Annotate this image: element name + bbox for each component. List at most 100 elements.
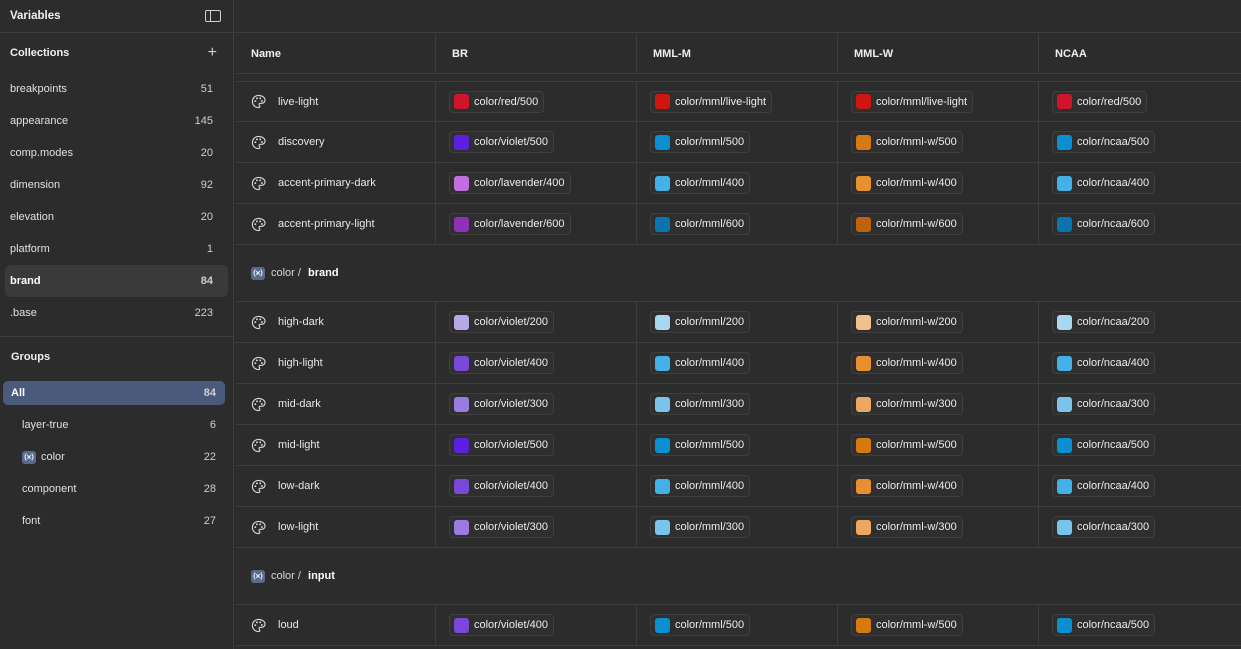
variable-name-cell[interactable]: discovery: [235, 122, 436, 162]
column-header-name[interactable]: Name: [235, 34, 436, 73]
table-row[interactable]: mid-light color/violet/500 color/mml/500 co…: [235, 425, 1241, 466]
color-alias-chip[interactable]: color/mml/live-light: [851, 90, 974, 113]
color-alias-chip[interactable]: color/mml/500: [650, 614, 751, 636]
variable-name-cell[interactable]: live-light: [235, 82, 436, 121]
value-cell-mml-w[interactable]: color/mml-w/500: [838, 425, 1039, 465]
toggle-sidebar-icon[interactable]: [205, 10, 221, 22]
value-cell-ncaa[interactable]: color/ncaa/300: [1039, 507, 1241, 547]
color-alias-chip[interactable]: color/violet/500: [449, 434, 554, 456]
value-cell-mml-w[interactable]: color/mml-w/400: [838, 163, 1039, 203]
color-alias-chip[interactable]: color/ncaa/200: [1052, 311, 1156, 333]
value-cell-br[interactable]: color/lavender/600: [436, 204, 637, 244]
variable-name-cell[interactable]: low-dark: [235, 466, 436, 506]
color-alias-chip[interactable]: color/mml/live-light: [650, 90, 773, 113]
color-alias-chip[interactable]: color/mml/500: [650, 131, 751, 153]
color-alias-chip[interactable]: color/ncaa/400: [1052, 172, 1156, 194]
color-alias-chip[interactable]: color/mml/400: [650, 352, 751, 374]
value-cell-ncaa[interactable]: color/ncaa/200: [1039, 302, 1241, 342]
value-cell-br[interactable]: color/violet/500: [436, 425, 637, 465]
variable-name-cell[interactable]: loud: [235, 605, 436, 645]
color-alias-chip[interactable]: color/mml/400: [650, 475, 751, 497]
value-cell-ncaa[interactable]: color/red/500: [1039, 82, 1241, 121]
color-alias-chip[interactable]: color/lavender/600: [449, 213, 571, 235]
value-cell-br[interactable]: color/red/500: [436, 82, 637, 121]
value-cell-ncaa[interactable]: color/ncaa/400: [1039, 466, 1241, 506]
variable-name-cell[interactable]: high-dark: [235, 302, 436, 342]
value-cell-mml-m[interactable]: color/mml/live-light: [637, 82, 838, 121]
color-alias-chip[interactable]: color/violet/200: [449, 311, 554, 333]
value-cell-ncaa[interactable]: color/ncaa/300: [1039, 384, 1241, 424]
value-cell-ncaa[interactable]: color/ncaa/400: [1039, 343, 1241, 383]
value-cell-mml-m[interactable]: color/mml/300: [637, 507, 838, 547]
collection-item-compmodes[interactable]: comp.modes 20: [0, 137, 228, 169]
group-item-component[interactable]: component 28: [3, 473, 225, 505]
color-alias-chip[interactable]: color/violet/400: [449, 475, 554, 497]
value-cell-br[interactable]: color/violet/300: [436, 384, 637, 424]
value-cell-mml-w[interactable]: color/mml-w/400: [838, 466, 1039, 506]
color-alias-chip[interactable]: color/mml-w/500: [851, 614, 963, 636]
value-cell-mml-w[interactable]: color/mml-w/500: [838, 122, 1039, 162]
color-alias-chip[interactable]: color/ncaa/500: [1052, 614, 1156, 636]
group-item-layer-true[interactable]: layer-true 6: [3, 409, 225, 441]
value-cell-mml-m[interactable]: color/mml/400: [637, 163, 838, 203]
table-row[interactable]: loud color/violet/400 color/mml/500 color/m…: [235, 605, 1241, 646]
value-cell-br[interactable]: color/violet/400: [436, 343, 637, 383]
color-alias-chip[interactable]: color/violet/300: [449, 516, 554, 538]
value-cell-mml-w[interactable]: color/mml-w/200: [838, 302, 1039, 342]
table-row[interactable]: low-light color/violet/300 color/mml/300 co…: [235, 507, 1241, 548]
color-alias-chip[interactable]: color/mml/400: [650, 172, 751, 194]
group-item-color[interactable]: color 22: [3, 441, 225, 473]
group-item-font[interactable]: font 27: [3, 505, 225, 537]
color-alias-chip[interactable]: color/ncaa/400: [1052, 475, 1156, 497]
color-alias-chip[interactable]: color/violet/400: [449, 352, 554, 374]
variable-name-cell[interactable]: mid-light: [235, 425, 436, 465]
color-alias-chip[interactable]: color/mml/300: [650, 516, 751, 538]
table-row[interactable]: discovery color/violet/500 color/mml/500 co…: [235, 122, 1241, 163]
column-header-br[interactable]: BR: [436, 34, 637, 73]
collection-item-base[interactable]: .base 223: [0, 297, 228, 329]
value-cell-br[interactable]: color/lavender/400: [436, 163, 637, 203]
table-row[interactable]: high-light color/violet/400 color/mml/400 c…: [235, 343, 1241, 384]
color-alias-chip[interactable]: color/ncaa/600: [1052, 213, 1156, 235]
table-row[interactable]: accent-primary-light color/lavender/600 co…: [235, 204, 1241, 245]
color-alias-chip[interactable]: color/mml-w/300: [851, 516, 963, 538]
column-header-mml-w[interactable]: MML-W: [838, 34, 1039, 73]
color-alias-chip[interactable]: color/mml-w/500: [851, 131, 963, 153]
color-alias-chip[interactable]: color/violet/400: [449, 614, 554, 636]
color-alias-chip[interactable]: color/mml/500: [650, 434, 751, 456]
color-alias-chip[interactable]: color/mml-w/400: [851, 475, 963, 497]
table-row[interactable]: high-dark color/violet/200 color/mml/200 co…: [235, 302, 1241, 343]
color-alias-chip[interactable]: color/red/500: [449, 90, 545, 113]
collection-item-appearance[interactable]: appearance 145: [0, 105, 228, 137]
value-cell-mml-m[interactable]: color/mml/600: [637, 204, 838, 244]
color-alias-chip[interactable]: color/ncaa/500: [1052, 131, 1156, 153]
column-header-ncaa[interactable]: NCAA: [1055, 47, 1087, 60]
color-alias-chip[interactable]: color/mml-w/200: [851, 311, 963, 333]
table-row[interactable]: low-dark color/violet/400 color/mml/400 col…: [235, 466, 1241, 507]
value-cell-ncaa[interactable]: color/ncaa/600: [1039, 204, 1241, 244]
value-cell-ncaa[interactable]: color/ncaa/400: [1039, 163, 1241, 203]
value-cell-br[interactable]: color/violet/500: [436, 122, 637, 162]
group-item-all[interactable]: All 84: [3, 381, 225, 405]
value-cell-mml-w[interactable]: color/mml/live-light: [838, 82, 1039, 121]
color-alias-chip[interactable]: color/mml-w/600: [851, 213, 963, 235]
value-cell-mml-m[interactable]: color/mml/300: [637, 384, 838, 424]
value-cell-mml-w[interactable]: color/mml-w/400: [838, 343, 1039, 383]
value-cell-mml-m[interactable]: color/mml/500: [637, 122, 838, 162]
color-alias-chip[interactable]: color/mml-w/400: [851, 172, 963, 194]
value-cell-br[interactable]: color/violet/400: [436, 605, 637, 645]
value-cell-mml-m[interactable]: color/mml/400: [637, 466, 838, 506]
value-cell-ncaa[interactable]: color/ncaa/500: [1039, 605, 1241, 645]
color-alias-chip[interactable]: color/mml-w/300: [851, 393, 963, 415]
color-alias-chip[interactable]: color/mml/600: [650, 213, 751, 235]
variable-name-cell[interactable]: low-light: [235, 507, 436, 547]
value-cell-mml-w[interactable]: color/mml-w/300: [838, 384, 1039, 424]
table-row[interactable]: live-light color/red/500 color/mml/live-li…: [235, 81, 1241, 122]
variable-name-cell[interactable]: mid-dark: [235, 384, 436, 424]
color-alias-chip[interactable]: color/lavender/400: [449, 172, 571, 194]
value-cell-br[interactable]: color/violet/400: [436, 466, 637, 506]
value-cell-br[interactable]: color/violet/300: [436, 507, 637, 547]
add-collection-icon[interactable]: +: [207, 44, 217, 61]
table-row[interactable]: accent-primary-dark color/lavender/400 col…: [235, 163, 1241, 204]
column-header-mml-m[interactable]: MML-M: [637, 34, 838, 73]
